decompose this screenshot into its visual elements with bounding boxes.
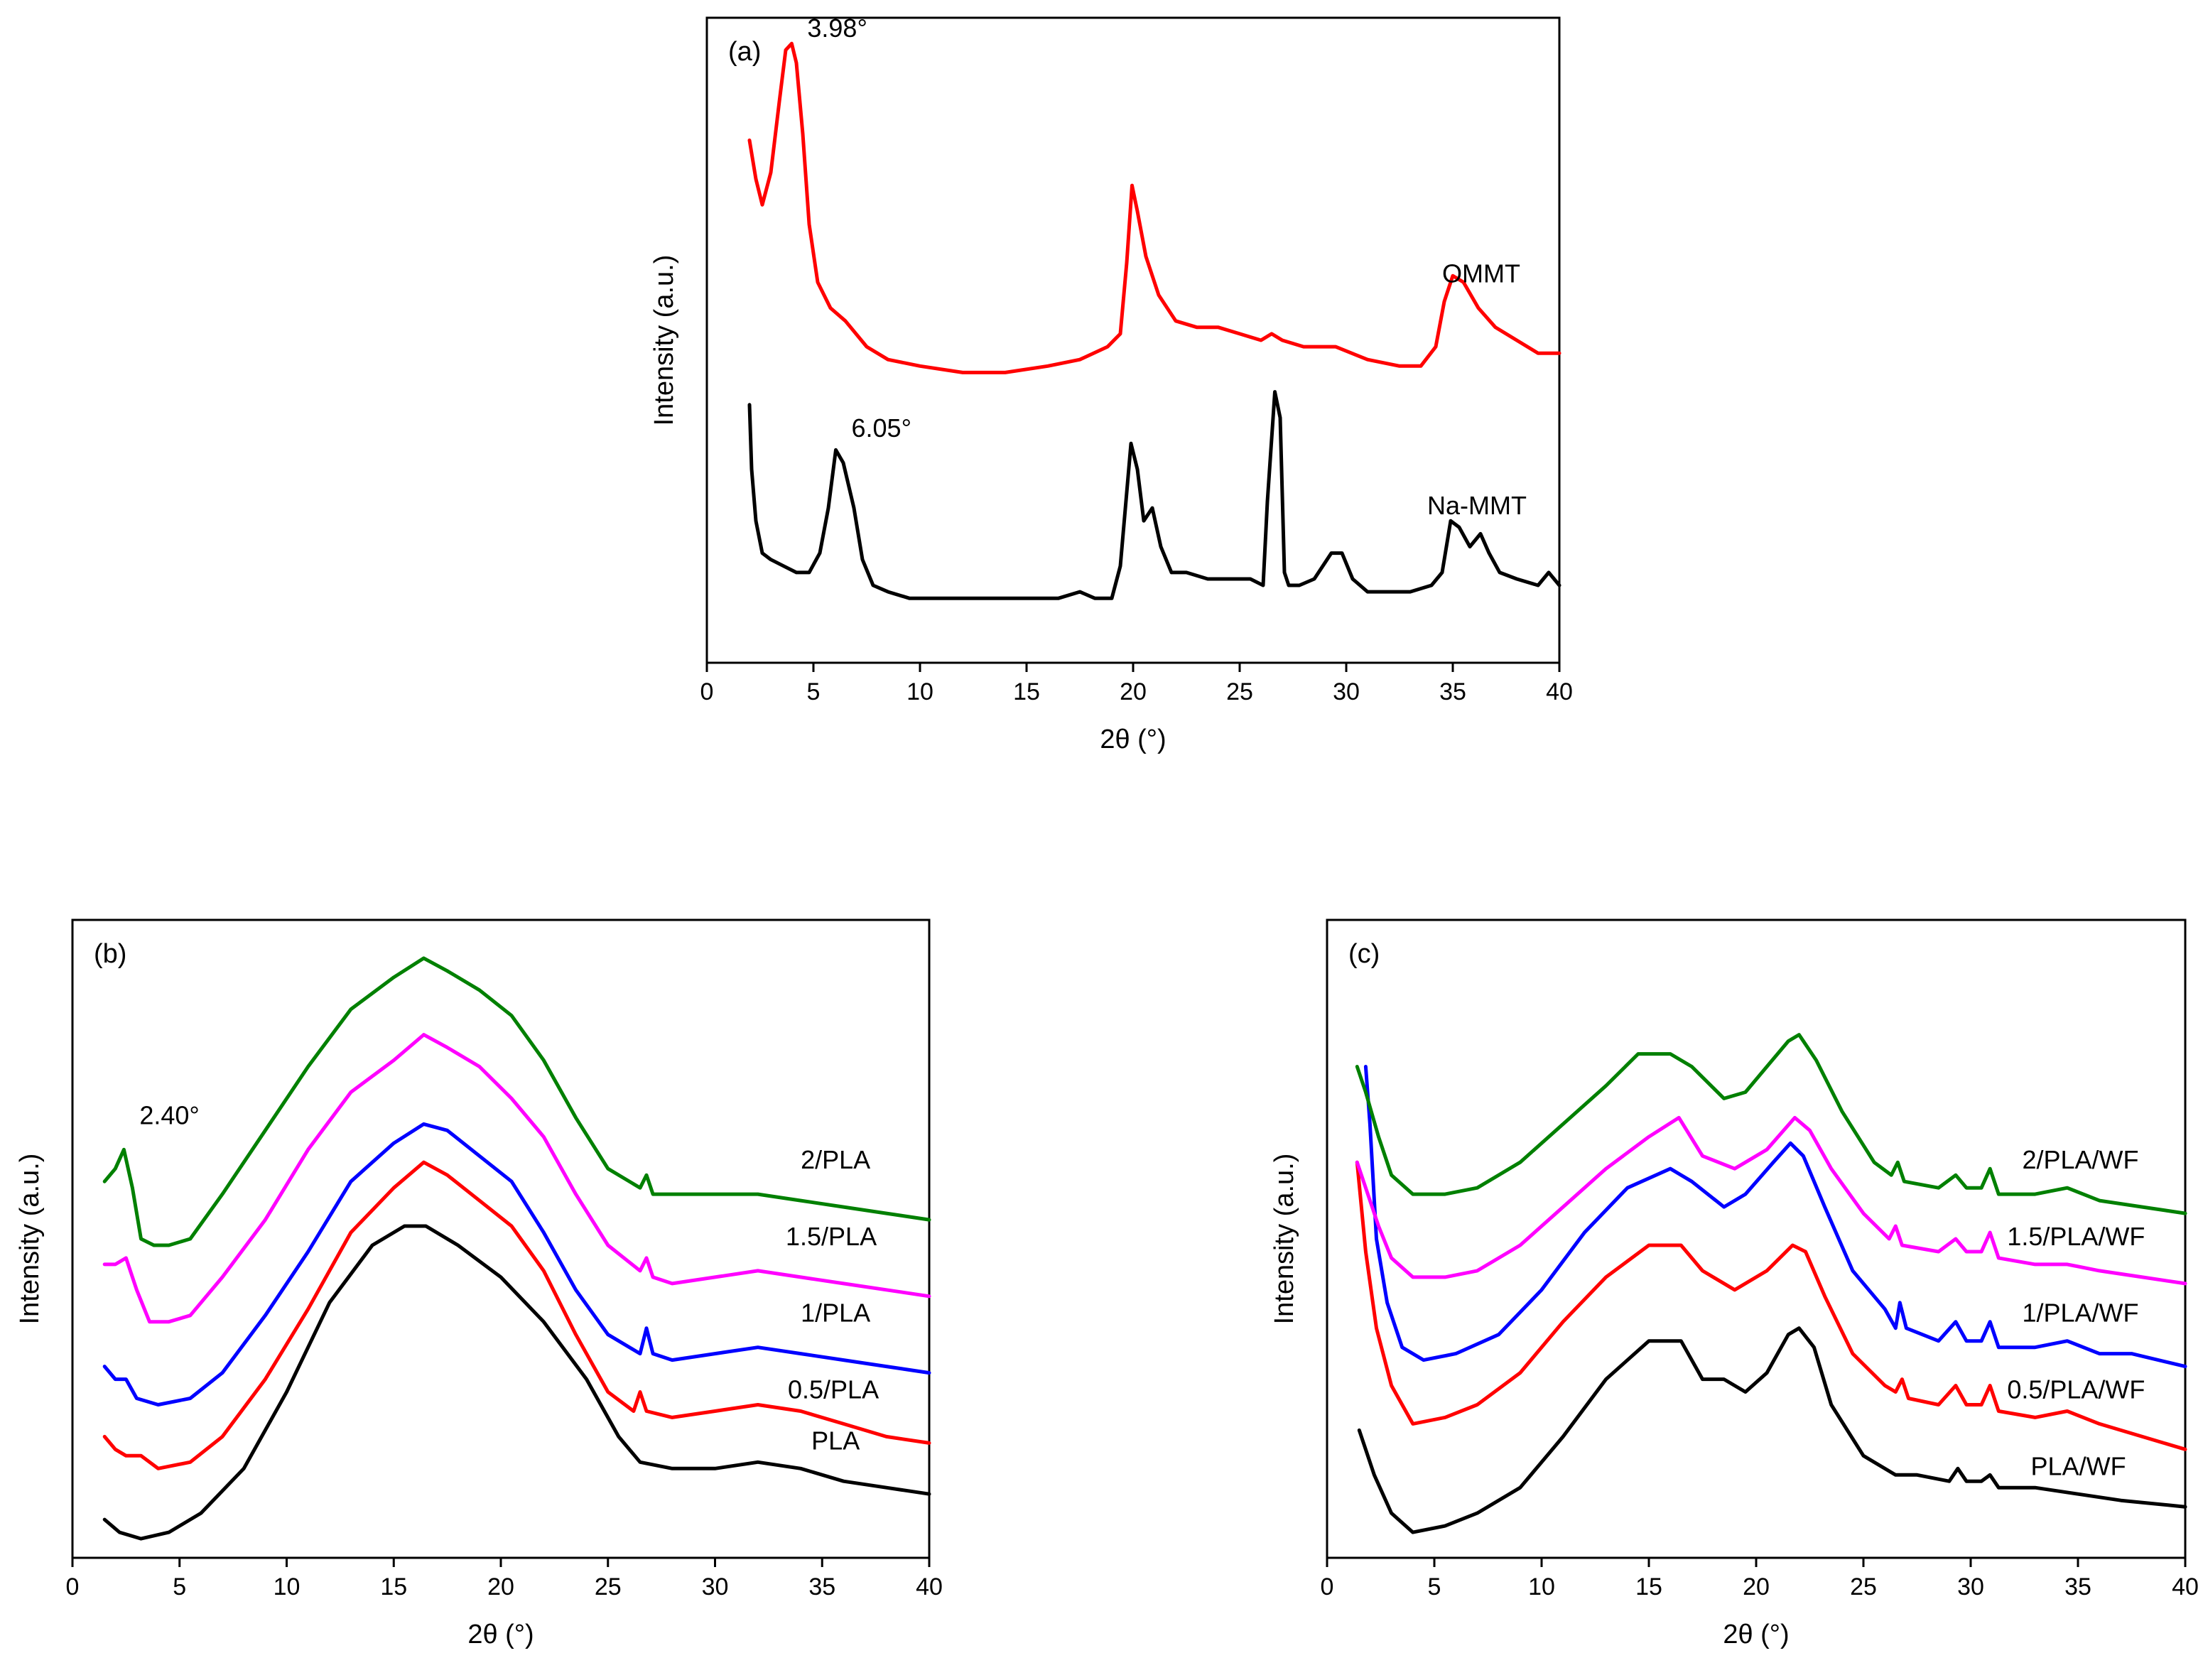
x-tick-label: 25 bbox=[1226, 678, 1253, 705]
x-axis-label: 2θ (°) bbox=[1100, 725, 1166, 754]
x-tick-label: 20 bbox=[487, 1573, 514, 1600]
panel-c-chart: 0 5 10 15 20 25 30 35 40 2θ (°) Intensity (a.u.) (c… bbox=[1270, 918, 2199, 1649]
x-tick-label: 0 bbox=[66, 1573, 80, 1600]
x-tick-label: 40 bbox=[2172, 1573, 2199, 1600]
series-line-ommt bbox=[747, 41, 1561, 374]
series-line-1-pla-wf bbox=[1363, 1065, 2187, 1369]
series-line-2-pla bbox=[102, 956, 931, 1247]
panel-b-chart: 0 5 10 15 20 25 30 35 40 2θ (°) Intensity (a.u.) (b… bbox=[15, 918, 943, 1649]
x-tick-label: 5 bbox=[1428, 1573, 1441, 1600]
x-tick-label: 35 bbox=[1439, 678, 1466, 705]
series-line-na-mmt bbox=[747, 390, 1561, 600]
x-tick-label: 30 bbox=[1333, 678, 1360, 705]
x-tick-label: 15 bbox=[1013, 678, 1040, 705]
x-axis-label: 2θ (°) bbox=[1723, 1620, 1789, 1649]
peak-annotation: 6.05° bbox=[852, 413, 911, 443]
series-label: Na-MMT bbox=[1427, 491, 1527, 520]
x-tick-label: 25 bbox=[595, 1573, 622, 1600]
x-tick-label: 40 bbox=[916, 1573, 943, 1600]
x-tick-label: 35 bbox=[808, 1573, 835, 1600]
x-tick-label: 10 bbox=[906, 678, 933, 705]
series-label: PLA/WF bbox=[2031, 1451, 2126, 1480]
series-label: 0.5/PLA bbox=[788, 1375, 879, 1404]
series-line-pla-wf bbox=[1357, 1326, 2187, 1534]
plot-frame bbox=[705, 16, 1561, 664]
x-axis-label: 2θ (°) bbox=[467, 1620, 534, 1649]
peak-annotation: 2.40° bbox=[139, 1100, 199, 1129]
panel-label: (c) bbox=[1348, 939, 1380, 969]
x-tick-label: 40 bbox=[1546, 678, 1573, 705]
series-label: 1/PLA/WF bbox=[2022, 1299, 2138, 1328]
series-label: 1.5/PLA/WF bbox=[2007, 1222, 2145, 1251]
y-axis-label: Intensity (a.u.) bbox=[649, 255, 679, 426]
series-line-0-5-pla bbox=[102, 1160, 931, 1470]
series-label: 1/PLA bbox=[801, 1299, 870, 1328]
series-line-1-5-pla-wf bbox=[1355, 1115, 2187, 1286]
x-tick-label: 35 bbox=[2064, 1573, 2091, 1600]
series-line-1-5-pla bbox=[102, 1033, 931, 1324]
panel-label: (a) bbox=[728, 37, 761, 67]
series-line-pla bbox=[102, 1224, 931, 1541]
x-tick-label: 0 bbox=[700, 678, 714, 705]
series-label: PLA bbox=[811, 1426, 860, 1455]
y-axis-label: Intensity (a.u.) bbox=[1270, 1154, 1299, 1325]
series-label: 2/PLA/WF bbox=[2022, 1145, 2138, 1174]
series-line-0-5-pla-wf bbox=[1355, 1160, 2187, 1451]
x-tick-label: 30 bbox=[702, 1573, 729, 1600]
x-tick-label: 10 bbox=[1528, 1573, 1555, 1600]
peak-annotation: 3.98° bbox=[807, 13, 867, 43]
x-tick-label: 15 bbox=[1635, 1573, 1662, 1600]
series-label: 1.5/PLA bbox=[786, 1222, 877, 1251]
x-tick-label: 5 bbox=[807, 678, 821, 705]
series-line-2-pla-wf bbox=[1355, 1033, 2187, 1215]
panel-a-chart: 0 5 10 15 20 25 30 35 40 2θ (°) Intensity (a.u.) (a… bbox=[649, 13, 1573, 754]
x-tick-label: 0 bbox=[1321, 1573, 1334, 1600]
x-tick-label: 20 bbox=[1120, 678, 1147, 705]
series-line-1-pla bbox=[102, 1122, 931, 1407]
y-axis-label: Intensity (a.u.) bbox=[15, 1154, 45, 1325]
series-label: OMMT bbox=[1442, 259, 1520, 288]
x-tick-label: 10 bbox=[274, 1573, 301, 1600]
panel-label: (b) bbox=[94, 939, 126, 969]
x-tick-label: 30 bbox=[1957, 1573, 1984, 1600]
x-tick-label: 5 bbox=[173, 1573, 186, 1600]
x-tick-label: 15 bbox=[380, 1573, 407, 1600]
series-label: 0.5/PLA/WF bbox=[2007, 1375, 2145, 1404]
x-tick-label: 25 bbox=[1850, 1573, 1877, 1600]
series-label: 2/PLA bbox=[801, 1145, 870, 1174]
x-tick-label: 20 bbox=[1743, 1573, 1770, 1600]
